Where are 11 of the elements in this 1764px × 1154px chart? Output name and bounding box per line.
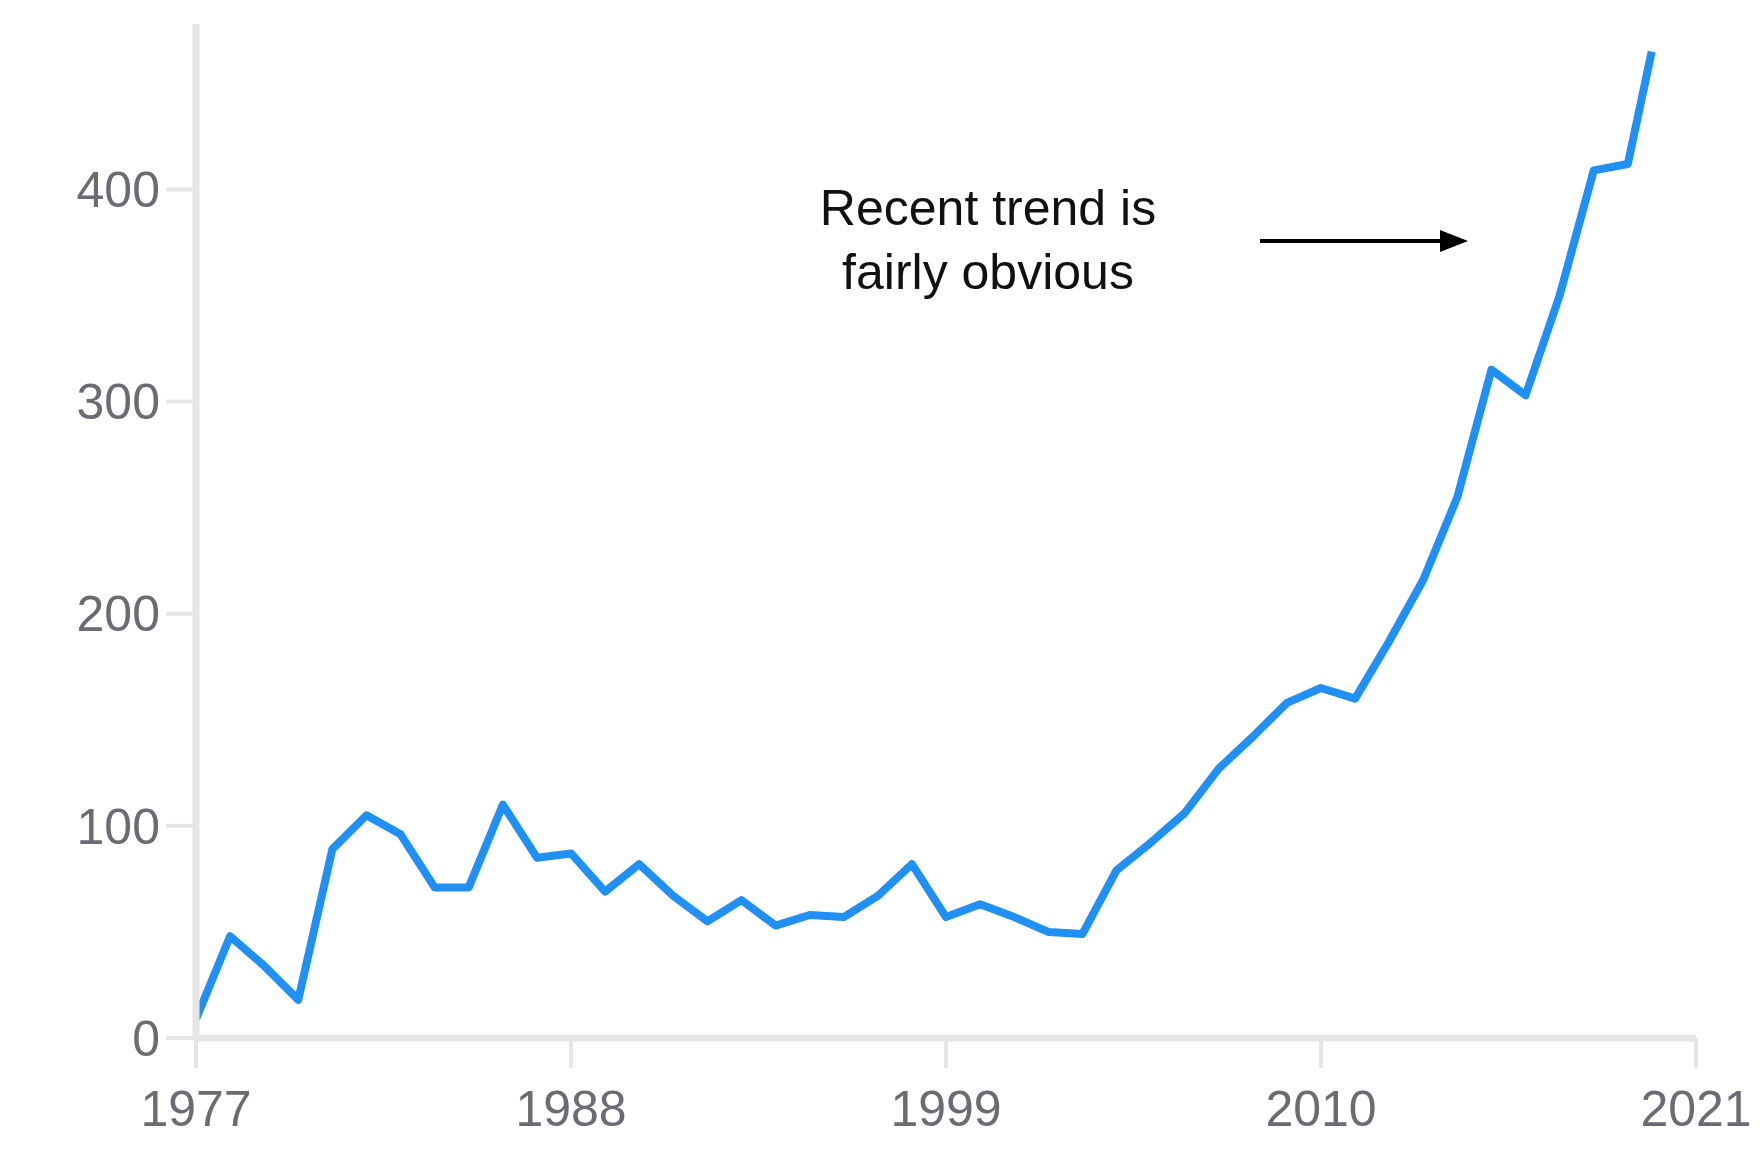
x-tick-label: 1988 xyxy=(515,1080,627,1137)
y-tick-label: 0 xyxy=(132,1010,160,1067)
x-tick-label: 1977 xyxy=(140,1080,252,1137)
y-tick-label: 400 xyxy=(76,162,160,219)
y-tick-label: 300 xyxy=(76,374,160,431)
x-tick-label: 2010 xyxy=(1265,1080,1377,1137)
y-tick-label: 100 xyxy=(76,798,160,855)
x-tick-label: 1999 xyxy=(890,1080,1002,1137)
y-tick-label: 200 xyxy=(76,586,160,643)
annotation: Recent trend is fairly obvious xyxy=(818,179,1158,302)
x-tick-label: 2021 xyxy=(1640,1080,1752,1137)
